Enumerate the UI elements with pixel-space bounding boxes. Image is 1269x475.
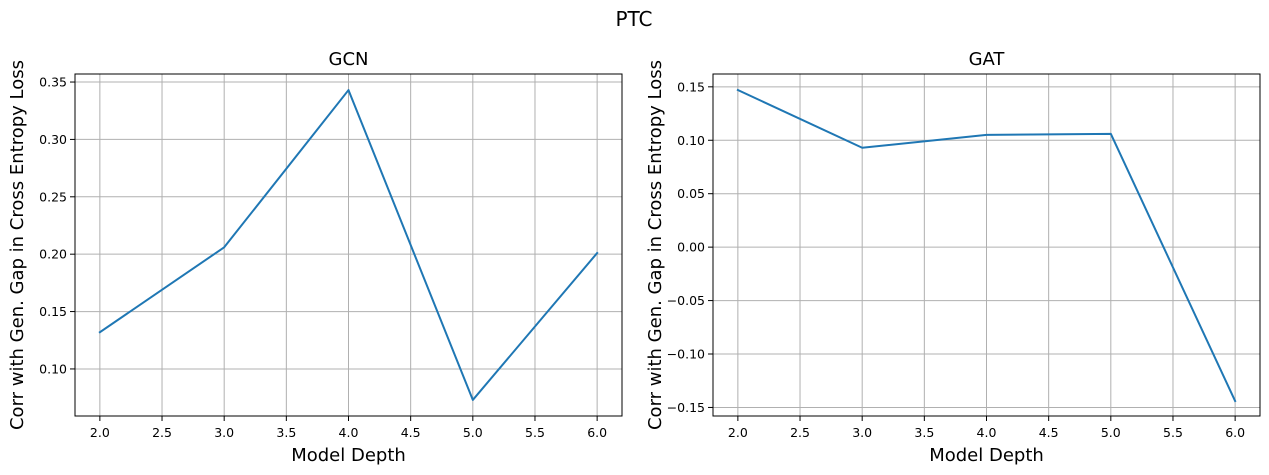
gat-y-tick-label: −0.10 (667, 347, 705, 362)
gcn-x-tick-label: 2.0 (90, 425, 110, 440)
gat-subplot: 2.0 2.5 3.0 3.5 4.0 4.5 5.0 5.5 6.0 −0.15 −0.10 −0.… (645, 49, 1261, 466)
gcn-x-axis-label: Model Depth (291, 445, 406, 466)
gcn-x-tick-label: 2.5 (152, 425, 172, 440)
gcn-y-tick-label: 0.10 (39, 361, 67, 376)
gcn-x-tick-label: 4.5 (401, 425, 421, 440)
gat-x-tick-label: 5.5 (1163, 425, 1183, 440)
gcn-x-tick-label: 6.0 (587, 425, 607, 440)
gat-x-tick-label: 3.5 (914, 425, 934, 440)
gat-title: GAT (969, 49, 1006, 70)
gat-y-tick-label: 0.05 (677, 186, 705, 201)
gcn-x-tick-label: 3.5 (276, 425, 296, 440)
gcn-x-tick-label: 3.0 (214, 425, 234, 440)
gat-x-axis-label: Model Depth (929, 445, 1044, 466)
gcn-subplot: 2.0 2.5 3.0 3.5 4.0 4.5 5.0 5.5 6.0 0.10 0.15 0.20 0… (7, 49, 623, 466)
gcn-y-tick-label: 0.15 (39, 304, 67, 319)
gat-y-tick-label: 0.10 (677, 133, 705, 148)
gat-x-tick-label: 5.0 (1101, 425, 1121, 440)
gat-y-axis-label: Corr with Gen. Gap in Cross Entropy Loss (645, 60, 666, 430)
gat-y-tick-label: 0.15 (677, 79, 705, 94)
gat-x-tick-label: 6.0 (1225, 425, 1245, 440)
gcn-y-axis-label: Corr with Gen. Gap in Cross Entropy Loss (7, 60, 28, 430)
gcn-y-tick-label: 0.25 (39, 189, 67, 204)
gcn-y-tick-label: 0.35 (39, 75, 67, 90)
gcn-title: GCN (329, 49, 369, 70)
gcn-y-tick-label: 0.30 (39, 132, 67, 147)
gat-x-tick-label: 2.0 (728, 425, 748, 440)
gat-x-tick-label: 4.0 (977, 425, 997, 440)
gat-x-tick-label: 4.5 (1039, 425, 1059, 440)
gat-x-tick-label: 2.5 (790, 425, 810, 440)
gat-y-tick-label: −0.05 (667, 293, 705, 308)
gat-y-tick-label: −0.15 (667, 400, 705, 415)
gcn-x-tick-label: 5.5 (525, 425, 545, 440)
gcn-x-tick-label: 4.0 (339, 425, 359, 440)
gcn-y-tick-label: 0.20 (39, 247, 67, 262)
gcn-x-tick-label: 5.0 (463, 425, 483, 440)
figure-suptitle: PTC (615, 7, 652, 31)
gat-x-tick-label: 3.0 (852, 425, 872, 440)
gat-y-tick-label: 0.00 (677, 240, 705, 255)
subplots: 2.0 2.5 3.0 3.5 4.0 4.5 5.0 5.5 6.0 0.10 0.15 0.20 0… (7, 49, 1261, 466)
